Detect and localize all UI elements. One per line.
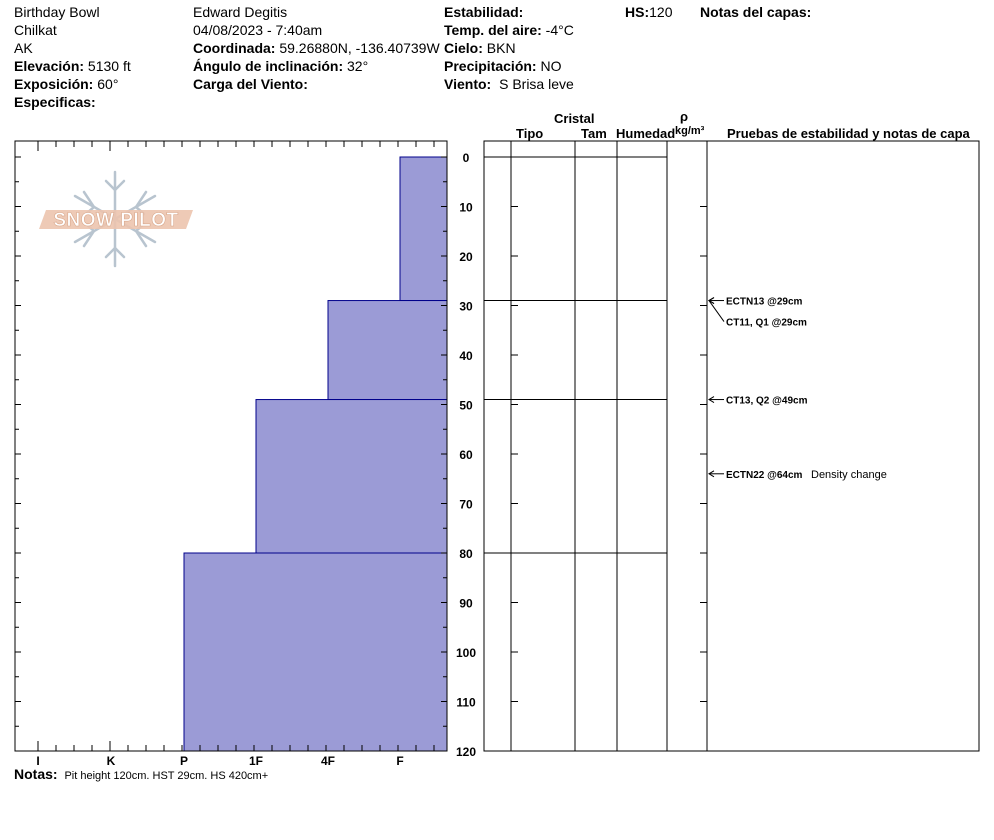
hardness-bar	[399, 156, 448, 302]
hs-value: 120	[649, 4, 673, 20]
wind-value: S Brisa leve	[499, 76, 574, 92]
mountain-range: Chilkat	[14, 22, 57, 38]
hs-field: HS:120	[625, 4, 672, 21]
hs-label: HS:	[625, 4, 650, 20]
elevation-field: Elevación: 5130 ft	[14, 58, 131, 75]
density-symbol: ρ	[680, 109, 689, 124]
depth-tick-label: 120	[456, 745, 476, 759]
hardness-tick-label: P	[180, 754, 188, 768]
sky-label: Cielo:	[444, 40, 483, 56]
hardness-bar	[327, 300, 448, 401]
depth-tick-label: 20	[459, 250, 473, 264]
elevation-label: Elevación:	[14, 58, 85, 74]
wind-load-label: Carga del Viento:	[193, 76, 308, 92]
specifics-label: Especificas:	[14, 94, 96, 110]
notes-text: Pit height 120cm. HST 29cm. HS 420cm+	[64, 770, 269, 782]
aspect-label: Exposición:	[14, 76, 94, 92]
wind-label: Viento:	[444, 76, 492, 92]
depth-tick-label: 50	[459, 399, 473, 413]
test-label: ECTN13 @29cm	[726, 297, 803, 308]
stability-test: ECTN13 @29cm	[708, 297, 803, 308]
coordinate-value: 59.26880N, -136.40739W	[279, 40, 440, 56]
depth-tick-label: 90	[459, 597, 473, 611]
arrow-head-icon	[708, 297, 715, 304]
layer-table	[483, 140, 980, 752]
depth-tick-label: 80	[459, 547, 473, 561]
hardness-tick-label: 1F	[249, 754, 263, 768]
hardness-bars	[183, 156, 448, 752]
crystal-header: Cristal	[554, 111, 595, 126]
stability-tests: ECTN13 @29cm CT11, Q1 @29cm CT13, Q2 @49cm…	[708, 297, 887, 481]
sky-value: BKN	[486, 40, 516, 56]
stability-test: ECTN22 @64cm Density change	[708, 469, 887, 481]
wind-field: Viento: S Brisa leve	[444, 76, 574, 93]
elevation-value: 5130 ft	[87, 58, 131, 74]
slope-value: 32°	[347, 58, 369, 74]
depth-tick-label: 100	[456, 646, 476, 660]
air-temp-label: Temp. del aire:	[444, 22, 542, 38]
layer-notes-label: Notas del capas:	[700, 4, 812, 20]
hardness-frame	[14, 140, 448, 752]
type-header: Tipo	[516, 126, 544, 141]
test-note: Density change	[811, 469, 887, 481]
hardness-tick-label: F	[396, 754, 403, 768]
test-label: CT11, Q1 @29cm	[726, 318, 807, 329]
arrow-head-icon	[708, 470, 715, 478]
stability-test: CT11, Q1 @29cm	[708, 297, 807, 329]
stability-label: Estabilidad:	[444, 4, 524, 20]
depth-tick-label: 30	[459, 300, 473, 314]
hardness-tick-label: I	[36, 754, 39, 768]
test-label: ECTN22 @64cm	[726, 470, 803, 481]
depth-tick-label: 40	[459, 349, 473, 363]
stability-test: CT13, Q2 @49cm	[708, 396, 808, 407]
notes-field: Notas: Pit height 120cm. HST 29cm. HS 42…	[14, 766, 268, 785]
air-temp-field: Temp. del aire: -4°C	[444, 22, 574, 39]
location-name: Birthday Bowl	[14, 4, 100, 20]
slope-field: Ángulo de inclinación: 32°	[193, 58, 368, 75]
aspect-value: 60°	[97, 76, 119, 92]
notes-label: Notas:	[14, 766, 58, 782]
depth-tick-label: 0	[463, 151, 470, 165]
air-temp-value: -4°C	[545, 22, 574, 38]
hardness-axes: 0 10 20 30 40 50 60 70 80 90 100 110 120 I K P 1F 4F F	[14, 140, 476, 768]
test-label: CT13, Q2 @49cm	[726, 396, 808, 407]
observation-datetime: 04/08/2023 - 7:40am	[193, 22, 323, 38]
hardness-bar	[255, 399, 448, 554]
moisture-header: Humedad	[616, 126, 676, 141]
slope-label: Ángulo de inclinación:	[193, 58, 344, 74]
logo-text: SNOW PILOT	[53, 210, 178, 231]
test-arrow	[708, 300, 725, 322]
hardness-tick-label: K	[107, 754, 116, 768]
depth-tick-label: 60	[459, 448, 473, 462]
hardness-tick-label: 4F	[321, 754, 335, 768]
observer-name: Edward Degitis	[193, 4, 288, 20]
arrow-head-icon	[708, 396, 715, 403]
precip-label: Precipitación:	[444, 58, 537, 74]
state: AK	[14, 40, 33, 56]
tests-header: Pruebas de estabilidad y notas de capa	[727, 126, 970, 141]
hardness-bar	[183, 552, 448, 752]
precip-field: Precipitación: NO	[444, 58, 561, 75]
depth-tick-label: 70	[459, 498, 473, 512]
depth-tick-label: 10	[459, 201, 473, 215]
size-header: Tam	[581, 126, 607, 141]
sky-field: Cielo: BKN	[444, 40, 516, 57]
aspect-field: Exposición: 60°	[14, 76, 118, 93]
precip-value: NO	[540, 58, 562, 74]
table-frame	[483, 140, 980, 752]
coordinate-label: Coordinada:	[193, 40, 276, 56]
snowpilot-logo: SNOW PILOT	[39, 170, 193, 268]
depth-tick-label: 110	[456, 696, 476, 710]
coordinate-field: Coordinada: 59.26880N, -136.40739W	[193, 40, 440, 57]
density-unit: kg/m³	[675, 125, 705, 137]
